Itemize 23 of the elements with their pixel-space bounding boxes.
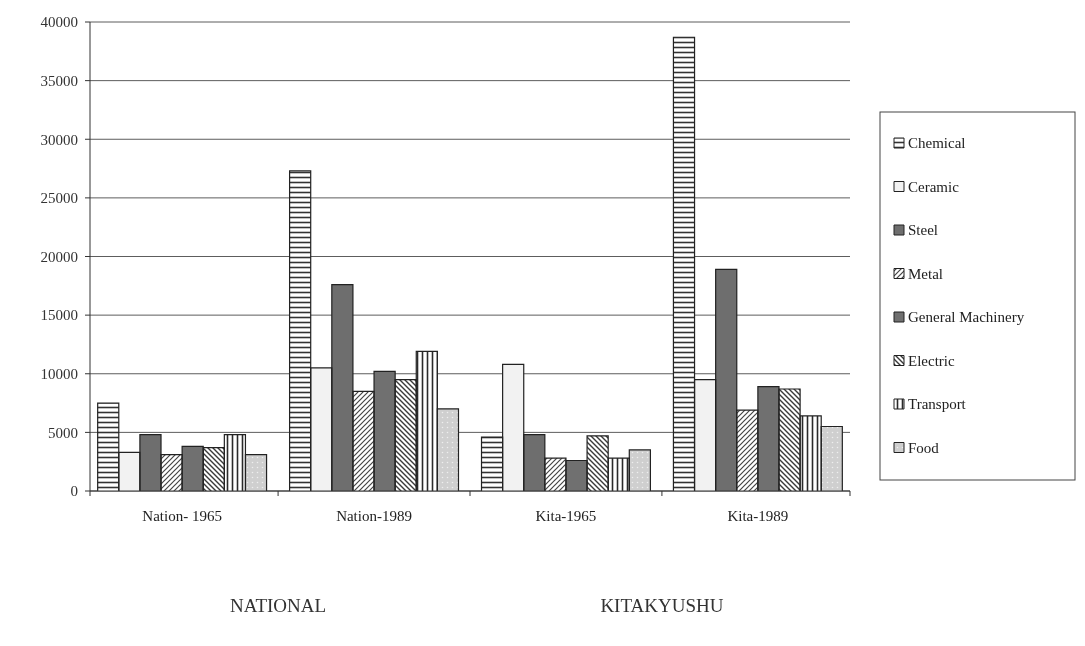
- x-tick-label: Kita-1989: [727, 508, 789, 524]
- x-tick-label: Nation-1989: [336, 508, 412, 524]
- y-tick-label: 0: [70, 483, 78, 500]
- y-tick-label: 20000: [40, 248, 78, 265]
- legend-label: Electric: [908, 352, 955, 369]
- y-tick-label: 5000: [48, 424, 78, 441]
- text: KITAKYUSHU: [600, 595, 724, 616]
- y-tick-label: 10000: [40, 366, 78, 382]
- legend-label: Food: [908, 439, 940, 456]
- x-tick-label: Nation- 1965: [142, 508, 222, 524]
- y-tick-label: 30000: [40, 131, 78, 148]
- legend-label: Metal: [908, 265, 943, 282]
- legend-label: Transport: [908, 396, 967, 413]
- legend-label: Chemical: [908, 135, 966, 152]
- legend-label: General Machinery: [908, 309, 1025, 326]
- y-tick-label: 40000: [40, 14, 78, 31]
- y-tick-label: 15000: [40, 307, 78, 324]
- x-tick-label: Kita-1965: [535, 508, 597, 524]
- legend-label: Ceramic: [908, 178, 960, 195]
- y-tick-label: 25000: [40, 190, 78, 207]
- text: NATIONAL: [230, 595, 327, 616]
- legend-label: Steel: [908, 222, 938, 239]
- y-tick-label: 35000: [40, 72, 78, 89]
